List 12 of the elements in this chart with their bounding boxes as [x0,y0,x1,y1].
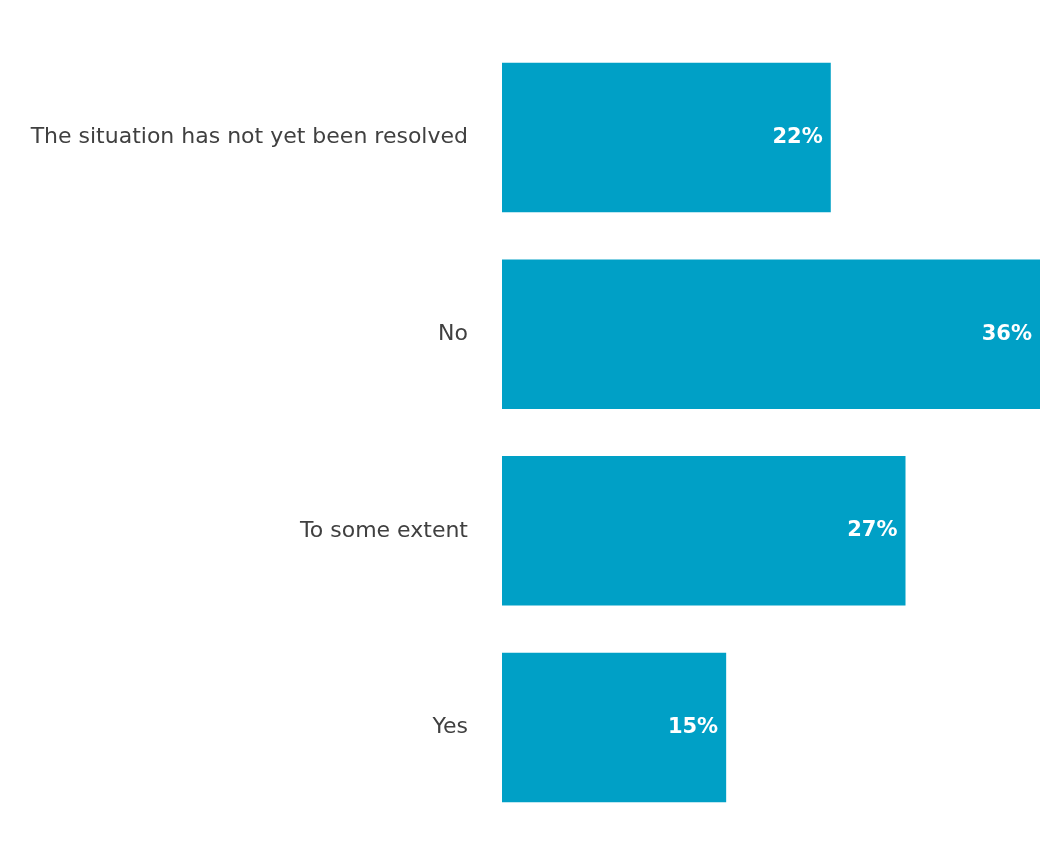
data-label: 36% [981,320,1032,345]
data-label: 27% [847,517,898,542]
data-label: 15% [667,713,719,738]
bar [502,456,906,606]
y-tick-label: To some extent [299,516,469,542]
bar [502,652,727,803]
y-tick-label: No [438,319,468,345]
y-tick-label: Yes [431,713,468,739]
data-label: 22% [772,123,823,148]
bar [502,62,831,213]
y-tick-label: The situation has not yet been resolved [29,123,468,149]
bar [502,259,1040,409]
